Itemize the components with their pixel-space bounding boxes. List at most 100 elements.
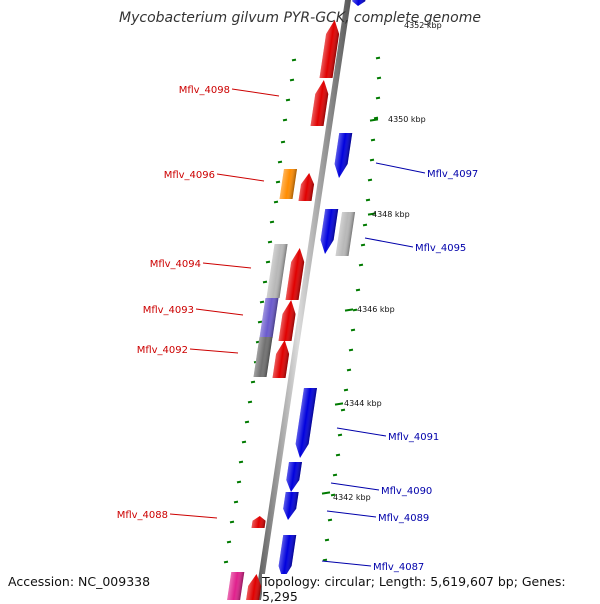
gene-shading	[334, 133, 353, 178]
gene-label-leader	[375, 162, 426, 174]
ruler-tick	[223, 560, 229, 564]
gene-shading	[245, 574, 262, 600]
ruler-tick	[285, 98, 291, 102]
gene-arrow	[286, 462, 302, 492]
ruler-tick	[365, 198, 371, 202]
gene-arrow	[352, 0, 367, 6]
ruler-major-tick	[369, 118, 379, 122]
ruler-major-tick	[344, 308, 354, 312]
ruler-kbp-label: 4350 kbp	[388, 115, 426, 124]
gene-shading	[283, 492, 299, 520]
ruler-tick	[269, 220, 275, 224]
gene-label-leader	[326, 510, 377, 518]
ruler-kbp-label: 4342 kbp	[333, 493, 371, 502]
gene-arrow	[320, 209, 339, 254]
gene-shading	[266, 244, 288, 298]
gene-label: Mflv_4094	[150, 259, 201, 270]
accession-text: Accession: NC_009338	[8, 574, 151, 589]
ruler-tick	[257, 320, 263, 324]
ruler-tick	[262, 280, 268, 284]
gene-arrow	[251, 516, 266, 528]
gene-arrow	[266, 244, 288, 298]
gene-shading	[335, 212, 356, 256]
gene-shading	[253, 337, 273, 377]
ruler-tick	[267, 240, 273, 244]
ruler-tick	[375, 96, 381, 100]
ruler-tick	[373, 116, 379, 120]
ruler-tick	[348, 348, 354, 352]
ruler-tick	[332, 473, 338, 477]
ruler-kbp-label: 4346 kbp	[357, 305, 395, 314]
ruler-tick	[233, 500, 239, 504]
gene-label-leader	[364, 237, 414, 248]
topology-text: Topology: circular; Length: 5,619,607 bp…	[262, 574, 600, 604]
ruler-tick	[358, 263, 364, 267]
ruler-tick	[352, 308, 358, 312]
gene-label: Mflv_4088	[117, 510, 168, 521]
ruler-tick	[277, 160, 283, 164]
gene-label: Mflv_4093	[143, 305, 194, 316]
ruler-tick	[265, 260, 271, 264]
ruler-tick	[330, 493, 336, 497]
ruler-tick	[247, 400, 253, 404]
gene-label: Mflv_4095	[415, 243, 466, 254]
gene-label-leader	[336, 427, 387, 437]
ruler-tick	[350, 328, 356, 332]
gene-shading	[310, 80, 329, 126]
ruler-tick	[322, 558, 328, 562]
ruler-tick	[226, 540, 232, 544]
gene-arrow	[335, 212, 356, 256]
gene-label-leader	[202, 262, 252, 269]
ruler-tick	[335, 453, 341, 457]
ruler-tick	[327, 518, 333, 522]
ruler-tick	[275, 180, 281, 184]
ruler-tick	[259, 300, 265, 304]
ruler-tick	[355, 288, 361, 292]
gene-shading	[259, 298, 279, 338]
ruler-tick	[340, 408, 346, 412]
ruler-tick	[360, 243, 366, 247]
gene-label-leader	[195, 308, 244, 316]
ruler-major-tick	[367, 212, 377, 216]
gene-arrow	[272, 340, 290, 378]
gene-shading	[320, 209, 339, 254]
ruler-tick	[369, 158, 375, 162]
ruler-kbp-label: 4348 kbp	[372, 210, 410, 219]
gene-arrow	[283, 492, 299, 520]
gene-arrow	[285, 248, 305, 300]
gene-shading	[272, 340, 290, 378]
gene-label: Mflv_4089	[378, 513, 429, 524]
ruler-tick	[289, 78, 295, 82]
gene-label: Mflv_4096	[164, 170, 215, 181]
ruler-kbp-label: 4344 kbp	[344, 399, 382, 408]
gene-shading	[226, 572, 245, 600]
ruler-tick	[370, 138, 376, 142]
gene-shading	[285, 248, 305, 300]
ruler-tick	[343, 388, 349, 392]
genome-title: Mycobacterium gilvum PYR-GCK, complete g…	[119, 10, 481, 26]
ruler-tick	[229, 520, 235, 524]
gene-arrow	[298, 173, 315, 201]
gene-label: Mflv_4097	[427, 169, 478, 180]
gene-label-leader	[321, 560, 372, 567]
gene-label-leader	[330, 482, 380, 491]
gene-shading	[278, 300, 296, 341]
gene-label-leader	[216, 173, 265, 182]
ruler-tick	[291, 58, 297, 62]
ruler-tick	[236, 480, 242, 484]
gene-label: Mflv_4092	[137, 345, 188, 356]
gene-arrow	[278, 535, 297, 580]
ruler-tick	[376, 76, 382, 80]
ruler-tick	[337, 433, 343, 437]
ruler-tick	[250, 380, 256, 384]
ruler-tick	[241, 440, 247, 444]
gene-shading	[279, 169, 297, 199]
ruler-tick	[273, 200, 279, 204]
gene-arrow	[334, 133, 353, 178]
ruler-tick	[282, 118, 288, 122]
ruler-tick	[244, 420, 250, 424]
gene-shading	[298, 173, 315, 201]
gene-shading	[319, 20, 340, 78]
ruler-tick	[280, 140, 286, 144]
